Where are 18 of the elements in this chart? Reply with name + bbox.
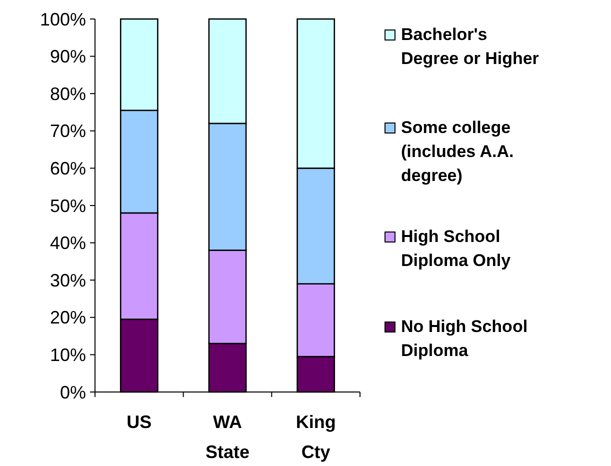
legend-label: Bachelor's Degree or Higher: [401, 25, 540, 68]
x-tick-label: WA State: [205, 412, 250, 462]
y-tick-label: 30%: [50, 270, 86, 290]
x-tick-label: US: [126, 412, 152, 432]
y-tick-label: 40%: [50, 233, 86, 254]
y-tick-label: 60%: [50, 158, 86, 178]
legend-label: No High School Diploma: [401, 317, 528, 360]
y-tick-label: 70%: [50, 121, 86, 142]
x-tick-label: King Cty: [296, 412, 336, 462]
legend-label: Some college (includes A.A. degree): [401, 118, 514, 185]
y-tick-label: 0%: [60, 382, 86, 402]
y-tick-label: 20%: [50, 308, 86, 328]
legend-label: High School Diploma Only: [401, 227, 512, 270]
y-tick-label: 80%: [50, 84, 86, 104]
y-tick-label: 10%: [50, 345, 86, 365]
y-tick-label: 50%: [50, 196, 86, 216]
y-tick-label: 100%: [40, 9, 86, 30]
y-tick-label: 90%: [50, 46, 86, 67]
